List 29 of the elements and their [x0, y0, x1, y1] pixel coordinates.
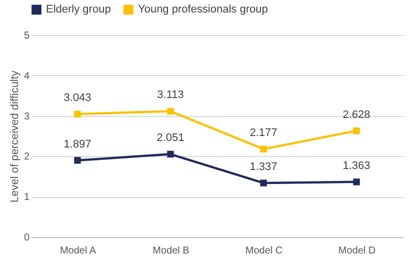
- point: [167, 108, 174, 115]
- point: [74, 157, 81, 164]
- point: [353, 127, 360, 134]
- data-label: 1.337: [250, 160, 278, 173]
- x-tick-label: Model C: [245, 246, 283, 256]
- x-tick-label: Model A: [60, 246, 96, 256]
- data-label: 2.177: [250, 127, 278, 140]
- legend-label: Young professionals group: [138, 4, 268, 16]
- y-tick-label: 4: [24, 70, 30, 82]
- data-label: 2.628: [342, 108, 370, 121]
- data-label: 1.897: [64, 138, 92, 150]
- y-tick-label: 5: [24, 30, 30, 42]
- point: [260, 180, 267, 186]
- data-label: 3.113: [157, 89, 184, 102]
- data-label: 2.051: [156, 132, 184, 144]
- point: [167, 150, 174, 158]
- x-tick-label: Model B: [152, 246, 190, 256]
- point: [74, 110, 81, 118]
- legend-label: Elderly group: [46, 4, 111, 16]
- y-axis-title: Level of perceived difficulty: [8, 70, 21, 202]
- data-label: 1.363: [342, 160, 370, 172]
- data-label: 3.043: [64, 92, 92, 104]
- y-tick-label: 1: [24, 192, 30, 204]
- y-tick-label: 2: [24, 152, 30, 163]
- y-tick-label: 3: [24, 111, 30, 122]
- x-tick-label: Model D: [338, 246, 376, 256]
- point: [353, 178, 360, 186]
- point: [260, 146, 267, 152]
- y-tick-label: 0: [24, 232, 30, 244]
